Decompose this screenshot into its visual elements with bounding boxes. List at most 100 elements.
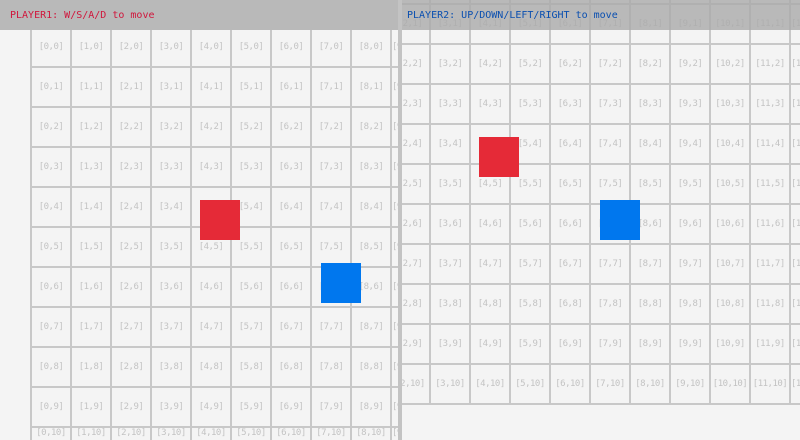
grid-cell: [3,4] (152, 188, 192, 228)
grid-cell: [5,6] (511, 205, 551, 245)
grid-cell: [8,5] (631, 165, 671, 205)
grid-cell: [6,5] (272, 228, 312, 268)
grid-cell: [8,5] (352, 228, 392, 268)
grid-cell: [5,2] (232, 108, 272, 148)
grid-cell: [8,10] (352, 428, 392, 440)
grid-cell: [8,3] (631, 85, 671, 125)
grid-cell: [2,5] (112, 228, 152, 268)
grid-cell: [9,6] (392, 268, 398, 308)
grid-cell: [11,6] (751, 205, 791, 245)
grid-cell: [8,9] (352, 388, 392, 428)
grid-cell: [3,9] (152, 388, 192, 428)
grid-cell: [9,2] (671, 45, 711, 85)
grid-cell: [3,6] (152, 268, 192, 308)
grid-cell: [9,3] (392, 148, 398, 188)
grid-cell: [0,7] (30, 308, 72, 348)
grid-cell: [4,3] (471, 85, 511, 125)
player1-instructions: PLAYER1: W/S/A/D to move (10, 9, 155, 21)
grid-cell: [12,7] (791, 245, 800, 285)
grid-cell: [4,10] (192, 428, 232, 440)
grid-cell: [9,7] (392, 308, 398, 348)
grid-cell: [3,1] (152, 68, 192, 108)
grid-cell: [6,2] (272, 108, 312, 148)
grid-cell: [8,10] (631, 365, 671, 405)
grid-cell: [5,8] (511, 285, 551, 325)
grid-cell: [9,9] (392, 388, 398, 428)
grid-cell: [5,10] (511, 365, 551, 405)
player1-hud: PLAYER1: W/S/A/D to move (0, 0, 398, 30)
grid-cell: [2,7] (112, 308, 152, 348)
grid-cell: [0,6] (30, 268, 72, 308)
grid-cell: [9,10] (392, 428, 398, 438)
grid-cell: [6,6] (551, 205, 591, 245)
grid-cell: [5,0] (232, 28, 272, 68)
grid-cell: [10,3] (711, 85, 751, 125)
player1-viewport: [0,0] [1,0] [2,0] [3,0] [4,0] [5,0] [6,0] [7,0]… (0, 0, 398, 440)
grid-cell: [4,7] (192, 308, 232, 348)
grid-cell: [6,4] (551, 125, 591, 165)
grid-cell: [3,5] (152, 228, 192, 268)
grid-cell: [8,2] (631, 45, 671, 85)
player1-square (200, 200, 240, 240)
grid-cell: [2,9] (112, 388, 152, 428)
grid-cell: [8,0] (352, 28, 392, 68)
grid-cell: [2,10] (402, 365, 431, 405)
grid-cell: [3,3] (152, 148, 192, 188)
grid-cell: [9,10] (671, 365, 711, 405)
grid-cell: [0,0] (30, 28, 72, 68)
grid-cell: [4,9] (192, 388, 232, 428)
grid-cell: [0,4] (30, 188, 72, 228)
grid-cell: [5,7] (232, 308, 272, 348)
player2-square (600, 200, 640, 240)
grid-cell: [6,6] (272, 268, 312, 308)
grid-cell: [8,3] (352, 148, 392, 188)
grid-cell: [2,7] (402, 245, 431, 285)
grid-cell: [6,7] (551, 245, 591, 285)
grid-cell: [9,5] (671, 165, 711, 205)
grid-cell: [6,3] (551, 85, 591, 125)
grid-cell: [2,0] (112, 28, 152, 68)
grid-cell: [1,6] (72, 268, 112, 308)
grid-cell: [12,6] (791, 205, 800, 245)
grid-cell: [3,2] (152, 108, 192, 148)
grid-cell: [10,5] (711, 165, 751, 205)
grid-cell: [9,3] (671, 85, 711, 125)
grid-cell: [5,7] (511, 245, 551, 285)
grid-cell: [3,4] (431, 125, 471, 165)
grid-cell: [12,5] (791, 165, 800, 205)
grid-cell: [1,8] (72, 348, 112, 388)
grid-cell: [9,7] (671, 245, 711, 285)
grid-cell: [3,6] (431, 205, 471, 245)
grid-cell: [7,5] (591, 165, 631, 205)
player1-square (479, 137, 519, 177)
grid-cell: [11,5] (751, 165, 791, 205)
player2-instructions: PLAYER2: UP/DOWN/LEFT/RIGHT to move (407, 9, 618, 21)
grid-cell: [4,6] (192, 268, 232, 308)
grid-cell: [1,2] (72, 108, 112, 148)
grid-cell: [9,9] (671, 325, 711, 365)
grid-cell: [7,2] (591, 45, 631, 85)
grid-cell: [10,7] (711, 245, 751, 285)
grid-cell: [5,10] (232, 428, 272, 440)
grid-cell: [12,8] (791, 285, 800, 325)
grid-cell: [3,5] (431, 165, 471, 205)
grid-cell: [7,4] (591, 125, 631, 165)
grid-cell: [9,4] (392, 188, 398, 228)
grid-cell: [8,1] (352, 68, 392, 108)
grid-cell: [1,4] (72, 188, 112, 228)
grid-cell: [6,0] (272, 28, 312, 68)
grid-cell: [7,1] (312, 68, 352, 108)
grid-cell: [9,2] (392, 108, 398, 148)
grid-cell: [7,10] (591, 365, 631, 405)
grid-cell: [7,5] (312, 228, 352, 268)
grid-cell: [4,1] (192, 68, 232, 108)
grid-cell: [5,4] (232, 188, 272, 228)
grid-cell: [8,8] (631, 285, 671, 325)
grid-cell: [11,9] (751, 325, 791, 365)
grid-cell: [6,4] (272, 188, 312, 228)
split-divider (398, 0, 402, 440)
grid-cell: [8,9] (631, 325, 671, 365)
grid-cell: [1,5] (72, 228, 112, 268)
grid-cell: [0,5] (30, 228, 72, 268)
grid-cell: [3,9] (431, 325, 471, 365)
